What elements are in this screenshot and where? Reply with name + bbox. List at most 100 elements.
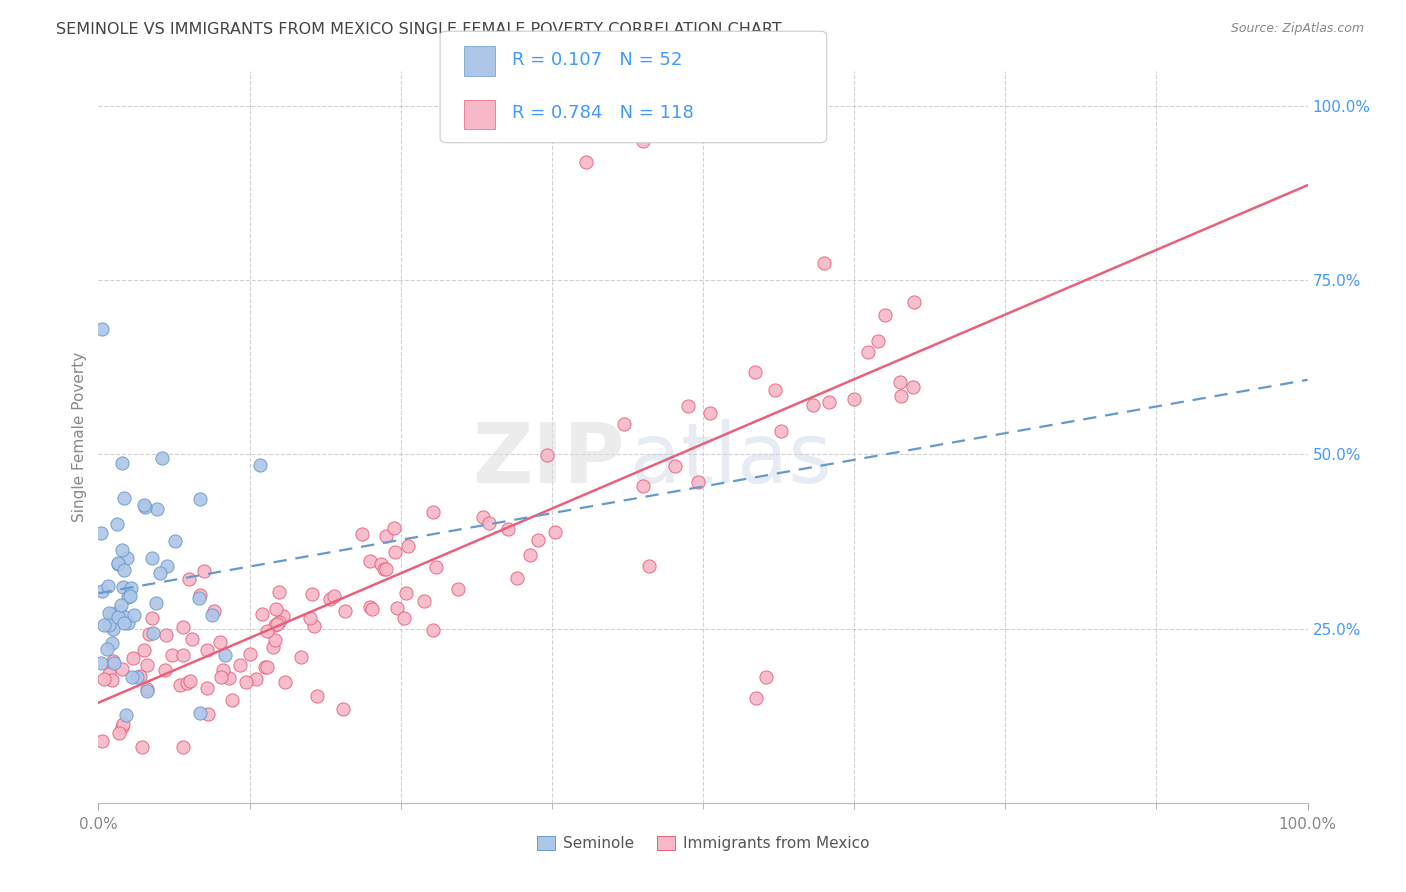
Point bbox=[382, 521, 405, 535]
Point bbox=[676, 399, 699, 413]
Point bbox=[188, 492, 211, 507]
Point bbox=[392, 610, 415, 624]
Point bbox=[763, 383, 786, 397]
Point bbox=[256, 624, 278, 638]
Point bbox=[395, 586, 418, 600]
Point bbox=[118, 590, 141, 604]
Point bbox=[145, 596, 167, 610]
Point bbox=[214, 648, 236, 663]
Point bbox=[613, 417, 636, 432]
Point bbox=[496, 522, 519, 536]
Point bbox=[396, 539, 419, 553]
Point bbox=[141, 550, 163, 565]
Point bbox=[96, 641, 118, 656]
Point bbox=[121, 670, 143, 684]
Text: Source: ZipAtlas.com: Source: ZipAtlas.com bbox=[1230, 22, 1364, 36]
Point bbox=[195, 643, 218, 657]
Point bbox=[172, 620, 194, 634]
Point bbox=[221, 692, 243, 706]
Point bbox=[256, 660, 278, 674]
Point bbox=[138, 626, 160, 640]
Text: R = 0.784   N = 118: R = 0.784 N = 118 bbox=[512, 104, 693, 122]
Point bbox=[664, 458, 686, 473]
Point bbox=[212, 663, 235, 677]
Point bbox=[149, 566, 172, 580]
Point bbox=[745, 691, 768, 706]
Point bbox=[134, 500, 156, 514]
Point bbox=[305, 689, 328, 703]
Point bbox=[101, 636, 124, 650]
Point bbox=[208, 634, 231, 648]
Point bbox=[422, 623, 444, 637]
Point bbox=[90, 322, 112, 336]
Point bbox=[111, 662, 134, 676]
Text: ZIP: ZIP bbox=[472, 418, 624, 500]
Point bbox=[101, 657, 124, 671]
Point bbox=[319, 591, 342, 606]
Point bbox=[107, 604, 129, 618]
Point bbox=[111, 580, 134, 594]
Point bbox=[359, 554, 381, 568]
Point bbox=[122, 651, 145, 665]
Point bbox=[269, 584, 291, 599]
Point bbox=[818, 394, 841, 409]
Point bbox=[290, 650, 312, 665]
Point bbox=[218, 671, 240, 685]
Point bbox=[544, 524, 567, 539]
Point bbox=[172, 648, 194, 662]
Point bbox=[425, 559, 447, 574]
Point bbox=[110, 599, 132, 613]
Point bbox=[536, 448, 558, 462]
Point bbox=[115, 550, 138, 565]
Point bbox=[193, 564, 215, 578]
Point bbox=[352, 526, 374, 541]
Point bbox=[181, 632, 204, 646]
Point bbox=[631, 134, 654, 148]
Point bbox=[120, 581, 142, 595]
Point bbox=[769, 425, 792, 439]
Point bbox=[637, 558, 659, 573]
Point bbox=[152, 450, 174, 465]
Point bbox=[302, 619, 325, 633]
Point bbox=[169, 678, 191, 692]
Point bbox=[506, 570, 529, 584]
Point bbox=[267, 615, 290, 629]
Point bbox=[103, 654, 125, 668]
Point bbox=[195, 681, 218, 696]
Point bbox=[97, 666, 120, 681]
Point bbox=[274, 675, 297, 690]
Point bbox=[107, 726, 129, 740]
Point bbox=[801, 398, 824, 412]
Point bbox=[262, 640, 284, 654]
Point bbox=[245, 672, 267, 686]
Point bbox=[686, 475, 709, 490]
Point bbox=[875, 308, 897, 322]
Point bbox=[112, 491, 135, 505]
Point bbox=[112, 615, 135, 630]
Point bbox=[229, 657, 252, 672]
Point bbox=[197, 707, 219, 722]
Point bbox=[132, 642, 155, 657]
Point bbox=[209, 670, 232, 684]
Point bbox=[374, 562, 396, 576]
Point bbox=[866, 334, 889, 349]
Point bbox=[176, 676, 198, 690]
Point bbox=[903, 380, 925, 394]
Point bbox=[93, 672, 115, 686]
Point bbox=[202, 604, 225, 618]
Point bbox=[136, 657, 159, 672]
Point bbox=[103, 657, 125, 671]
Point bbox=[447, 582, 470, 596]
Point bbox=[188, 706, 211, 720]
Point bbox=[201, 608, 224, 623]
Point bbox=[370, 557, 392, 571]
Point bbox=[117, 615, 139, 630]
Point bbox=[856, 345, 879, 359]
Point bbox=[93, 617, 115, 632]
Point bbox=[631, 478, 654, 492]
Point bbox=[177, 572, 200, 586]
Point bbox=[129, 669, 152, 683]
Point bbox=[323, 589, 346, 603]
Point bbox=[699, 406, 721, 420]
Point bbox=[249, 458, 271, 472]
